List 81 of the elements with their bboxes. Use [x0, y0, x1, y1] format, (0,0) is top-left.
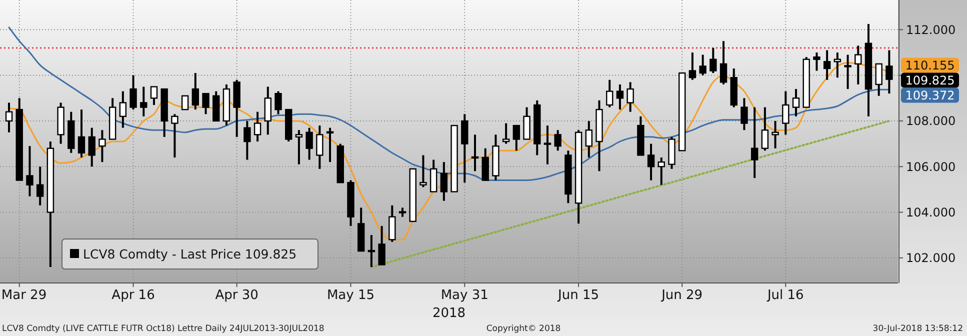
candlestick: [254, 110, 262, 142]
x-tick-label: Jun 29: [660, 288, 703, 303]
candlestick: [440, 161, 448, 202]
candlestick: [844, 54, 852, 90]
candlestick: [471, 134, 479, 172]
x-tick-label: Jul 16: [766, 288, 804, 303]
candlestick: [316, 124, 324, 170]
candlestick: [388, 204, 396, 243]
candlestick: [140, 86, 148, 118]
candlestick: [813, 51, 820, 72]
candlestick: [420, 154, 427, 188]
candlestick: [306, 126, 313, 161]
candlestick: [699, 54, 706, 76]
candlestick: [658, 156, 665, 186]
candlestick: [512, 124, 520, 152]
candlestick: [202, 92, 210, 116]
x-tick-label: May 31: [440, 288, 488, 303]
candlestick: [688, 51, 696, 81]
text: LCV8 Comdty (LIVE CATTLE FUTR Oct18) Lettre Daily 24JUL2013-30JUL2018: [2, 324, 324, 334]
text: 109.372: [905, 88, 955, 102]
candlestick: [88, 126, 96, 168]
candlestick: [430, 158, 438, 193]
candlestick: [834, 51, 842, 79]
candlestick: [886, 49, 893, 95]
candlestick: [606, 78, 614, 108]
candlestick: [181, 95, 189, 110]
candlestick: [720, 40, 728, 86]
x-tick-label: Apr 30: [215, 288, 258, 303]
candlestick: [854, 44, 862, 86]
candlestick: [772, 120, 779, 150]
text: 109.825: [905, 73, 955, 88]
candlestick: [502, 122, 510, 145]
candlestick: [740, 97, 748, 132]
x-tick-label: May 15: [326, 288, 375, 303]
candlestick: [482, 147, 489, 182]
candlestick: [750, 106, 758, 180]
candlestick: [461, 113, 468, 184]
candlestick: [782, 90, 790, 136]
candlestick: [544, 124, 552, 166]
candlestick: [616, 83, 624, 111]
x-tick-label: Mar 29: [1, 288, 47, 303]
x-tick-label: Jun 15: [557, 288, 600, 303]
candlestick: [875, 62, 882, 97]
candlestick: [264, 86, 272, 136]
candlestick: [150, 86, 158, 106]
candlestick: [171, 113, 178, 158]
legend-label: LCV8 Comdty - Last Price 109.825: [83, 246, 297, 262]
candlestick: [792, 88, 800, 118]
candlestick: [5, 102, 13, 134]
candlestick: [523, 106, 530, 140]
text: 110.155: [905, 58, 955, 72]
candlestick: [368, 234, 376, 268]
text: 30-Jul-2018 13:58:12: [872, 324, 963, 334]
y-tick-label: 104.000: [906, 205, 956, 220]
candlestick: [710, 46, 717, 74]
candlestick: [36, 166, 44, 206]
candlestick: [585, 120, 592, 158]
x-axis-title: 2018: [432, 306, 466, 321]
candlestick: [274, 90, 282, 116]
candlestick: [554, 129, 562, 152]
y-tick-label: 106.000: [906, 160, 956, 174]
x-tick-label: Apr 16: [112, 288, 155, 303]
candlestick: [192, 72, 199, 111]
candlestick: [626, 81, 634, 113]
candlestick: [78, 108, 86, 158]
candlestick: [244, 120, 251, 161]
y-tick-label: 112.000: [906, 22, 956, 37]
candlestick: [378, 224, 386, 266]
candlestick: [26, 145, 34, 198]
candlestick: [326, 126, 334, 164]
candlestick: [98, 129, 106, 164]
y-tick-label: 108.000: [906, 114, 956, 128]
candlestick: [398, 206, 406, 218]
y-tick-label: 102.000: [906, 251, 956, 266]
candlestick: [823, 49, 831, 81]
candlestick: [119, 90, 127, 129]
candlestick: [761, 106, 769, 152]
text: Copyright© 2018: [486, 324, 561, 334]
candlestick: [295, 129, 303, 166]
candlestick: [647, 142, 655, 182]
candlestick: [130, 74, 137, 111]
